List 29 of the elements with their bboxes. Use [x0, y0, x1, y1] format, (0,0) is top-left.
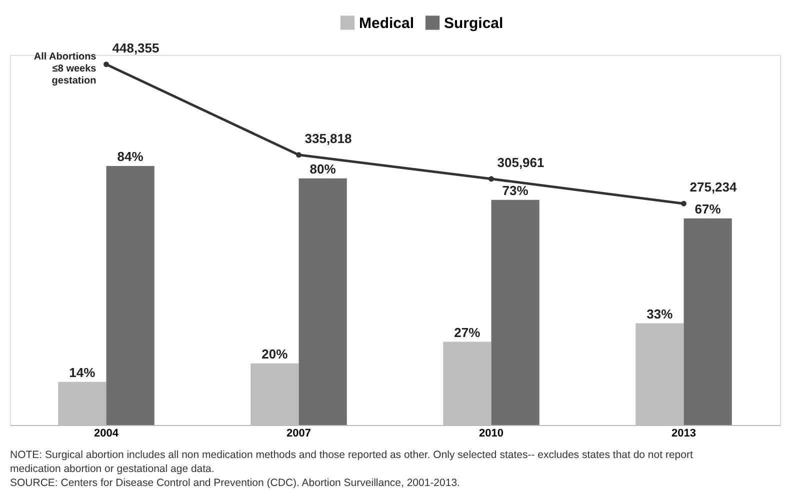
data-label: 73%	[502, 182, 529, 198]
bar	[298, 178, 347, 425]
x-tick-label: 2007	[286, 428, 311, 440]
data-label: 14%	[69, 364, 96, 380]
data-label: 67%	[694, 201, 722, 216]
point	[681, 200, 686, 206]
data-label: 275,234	[690, 180, 738, 195]
bar	[106, 166, 154, 425]
text: NOTE: Surgical abortion includes all non medication methods and those reported as other. Only selected states-- excludes states that do not report medication abortion or gestational age data.	[10, 449, 693, 475]
data-label: 84%	[117, 149, 144, 164]
source-note: SOURCE: Centers for Disease Control and Prevention (CDC). Abortion Surveillance, 2001-2013.	[10, 477, 460, 489]
bar	[684, 218, 732, 425]
x-tick-label: 2010	[479, 428, 504, 440]
x-tick-label: 2004	[94, 428, 120, 440]
point	[488, 176, 494, 182]
data-label: 27%	[454, 324, 481, 340]
point	[104, 62, 109, 68]
data-label: 80%	[310, 161, 336, 176]
series-label: All Abortions ≤8 weeks gestation	[34, 51, 97, 86]
data-label: 335,818	[304, 130, 352, 146]
data-label: 20%	[262, 346, 288, 362]
point	[296, 152, 302, 158]
data-label: 305,961	[497, 154, 544, 170]
legend-label: Surgical	[444, 14, 504, 32]
data-label: 33%	[646, 306, 674, 322]
legend-label: Medical	[359, 14, 414, 32]
bar	[491, 200, 540, 425]
data-label: 448,355	[112, 40, 160, 56]
x-tick-label: 2013	[672, 428, 696, 440]
